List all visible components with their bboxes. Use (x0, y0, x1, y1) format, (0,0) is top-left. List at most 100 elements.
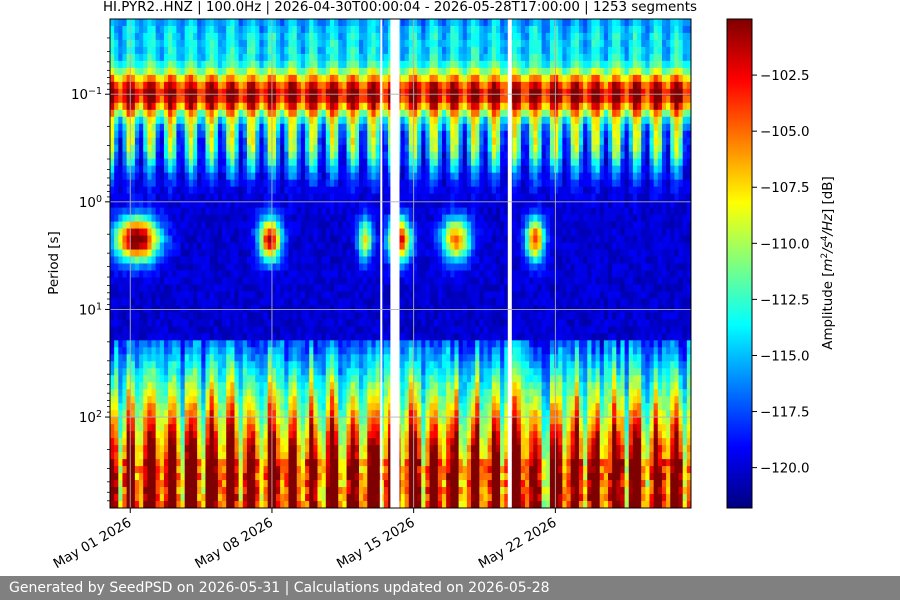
heatmap-cell (267, 67, 273, 76)
heatmap-cell (363, 256, 368, 265)
heatmap-cell (632, 74, 638, 83)
heatmap-cell (367, 25, 373, 34)
heatmap-cell (437, 88, 443, 97)
heatmap-cell (520, 130, 526, 139)
heatmap-cell (263, 46, 269, 55)
heatmap-cell (554, 172, 559, 181)
heatmap-cell (251, 221, 256, 230)
heatmap-cell (537, 102, 543, 111)
heatmap-cell (512, 193, 518, 202)
heatmap-cell (645, 228, 651, 237)
heatmap-cell (321, 130, 327, 139)
heatmap-cell (545, 81, 551, 90)
heatmap-cell (363, 123, 368, 132)
heatmap-cell (172, 46, 177, 55)
heatmap-cell (296, 60, 302, 69)
heatmap-cell (263, 60, 269, 69)
heatmap-cell (537, 39, 543, 48)
heatmap-cell (657, 60, 663, 69)
heatmap-cell (616, 158, 622, 167)
heatmap-cell (529, 32, 534, 41)
heatmap-cell (529, 102, 534, 111)
heatmap-cell (562, 214, 568, 223)
heatmap-cell (110, 179, 115, 188)
heatmap-cell (437, 263, 443, 272)
heatmap-cell (280, 263, 285, 272)
heatmap-cell (197, 256, 202, 265)
heatmap-cell (238, 235, 244, 244)
heatmap-cell (288, 123, 294, 132)
heatmap-cell (226, 263, 231, 272)
heatmap-cell (309, 151, 314, 160)
heatmap-cell (462, 109, 468, 118)
heatmap-cell (425, 207, 431, 216)
heatmap-cell (516, 193, 522, 202)
heatmap-cell (666, 207, 671, 216)
heatmap-cell (255, 165, 260, 174)
heatmap-cell (292, 74, 298, 83)
heatmap-cell (504, 235, 509, 244)
heatmap-cell (566, 60, 572, 69)
heatmap-cell (309, 137, 314, 146)
heatmap-cell (628, 214, 634, 223)
heatmap-cell (637, 19, 642, 27)
heatmap-cell (653, 60, 659, 69)
heatmap-cell (238, 158, 244, 167)
heatmap-cell (587, 88, 592, 97)
heatmap-cell (595, 46, 601, 55)
heatmap-cell (628, 228, 634, 237)
heatmap-cell (168, 53, 173, 62)
heatmap-cell (649, 200, 655, 209)
heatmap-cell (537, 172, 543, 181)
heatmap-cell (209, 116, 215, 125)
heatmap-cell (375, 53, 381, 62)
heatmap-cell (139, 172, 144, 181)
heatmap-cell (404, 88, 410, 97)
heatmap-cell (674, 130, 680, 139)
heatmap-cell (653, 193, 659, 202)
heatmap-cell (537, 95, 543, 104)
heatmap-cell (226, 228, 231, 237)
heatmap-cell (425, 81, 431, 90)
heatmap-cell (425, 214, 431, 223)
heatmap-cell (500, 214, 505, 223)
heatmap-cell (334, 19, 339, 27)
heatmap-cell (466, 116, 472, 125)
heatmap-cell (520, 25, 526, 34)
heatmap-cell (184, 235, 190, 244)
heatmap-cell (520, 88, 526, 97)
heatmap-cell (549, 123, 555, 132)
heatmap-cell (408, 200, 414, 209)
heatmap-cell (433, 81, 439, 90)
heatmap-cell (309, 158, 314, 167)
heatmap-cell (487, 102, 493, 111)
heatmap-cell (334, 228, 339, 237)
heatmap-cell (475, 228, 480, 237)
heatmap-cell (537, 235, 543, 244)
heatmap-cell (520, 249, 526, 258)
heatmap-cell (110, 144, 115, 153)
heatmap-cell (230, 165, 236, 174)
heatmap-cell (466, 200, 472, 209)
heatmap-cell (549, 165, 555, 174)
heatmap-cell (529, 109, 534, 118)
heatmap-cell (595, 221, 601, 230)
heatmap-cell (217, 67, 223, 76)
heatmap-cell (110, 207, 115, 216)
heatmap-cell (533, 32, 539, 41)
heatmap-cell (549, 53, 555, 62)
heatmap-cell (159, 235, 165, 244)
heatmap-cell (325, 109, 331, 118)
heatmap-cell (520, 200, 526, 209)
heatmap-cell (674, 116, 680, 125)
heatmap-cell (554, 207, 559, 216)
heatmap-cell (504, 19, 509, 27)
heatmap-cell (620, 81, 626, 90)
heatmap-cell (172, 263, 177, 272)
heatmap-cell (421, 109, 426, 118)
heatmap-cell (421, 207, 426, 216)
heatmap-cell (383, 39, 389, 48)
heatmap-cell (180, 256, 186, 265)
heatmap-cell (458, 25, 464, 34)
heatmap-cell (276, 32, 281, 41)
